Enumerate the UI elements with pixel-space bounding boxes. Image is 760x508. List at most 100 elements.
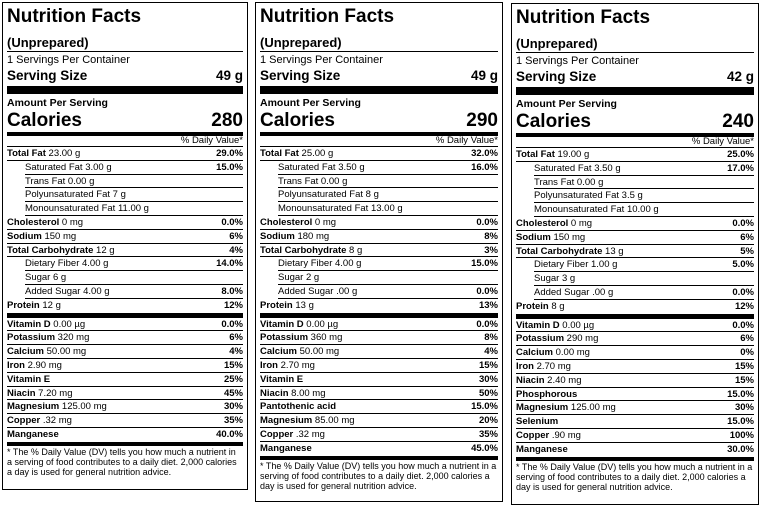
nutrient-name: Saturated Fat [534, 162, 592, 174]
nutrient-row: Calcium 0.00 mg 0% [516, 346, 754, 360]
nutrient-name-cell: Copper .90 mg [516, 429, 581, 442]
nutrient-name-cell: Calcium 0.00 mg [516, 346, 590, 359]
nutrient-name-cell: Vitamin D 0.00 µg [260, 318, 338, 331]
nutrient-name: Manganese [260, 442, 312, 454]
daily-value-percent: 50% [478, 387, 498, 399]
nutrient-name: Selenium [516, 416, 559, 428]
daily-value-percent: 35% [478, 428, 498, 440]
daily-value-percent: 30.0% [727, 443, 754, 455]
daily-value-percent: 0.0% [476, 318, 498, 330]
nutrient-name: Protein [7, 299, 40, 311]
nutrient-row: Total Carbohydrate 13 g 5% [516, 245, 754, 259]
nutrition-facts-label: Nutrition Facts (Unprepared) 1 Servings Pe… [511, 3, 759, 505]
nutrient-row: Iron 2.90 mg 15% [7, 359, 243, 373]
nutrient-amount: 12 g [93, 244, 115, 256]
nutrient-amount: 0.00 g [318, 175, 348, 187]
nutrient-name-cell: Protein 12 g [7, 299, 61, 313]
nutrient-amount: 13.00 g [368, 203, 403, 215]
nutrient-row: Phosphorous 15.0% [516, 388, 754, 402]
nutrient-name-cell: Selenium [516, 415, 558, 428]
daily-value-percent: 5.0% [732, 259, 754, 271]
nutrient-name-cell: Niacin 8.00 mg [260, 387, 325, 400]
nutrient-name: Dietary Fiber [534, 259, 589, 271]
daily-value-percent: 6% [740, 333, 754, 345]
nutrient-amount: 320 mg [55, 332, 90, 344]
nutrient-name-cell: Potassium 290 mg [516, 332, 598, 345]
nutrient-amount: 4.00 g [332, 258, 362, 270]
calories-value: 240 [722, 111, 754, 132]
nutrient-amount: 125.00 mg [59, 401, 107, 413]
nutrient-row: Manganese 30.0% [516, 443, 754, 457]
nutrient-name: Monounsaturated Fat [25, 203, 116, 215]
daily-value-header: % Daily Value* [7, 136, 243, 147]
daily-value-percent: 0.0% [221, 318, 243, 330]
nutrient-name: Monounsaturated Fat [278, 203, 369, 215]
nutrient-amount: 7.20 mg [35, 387, 73, 399]
nutrient-name: Polyunsaturated Fat [278, 189, 364, 201]
nutrient-name-cell: Total Fat 25.00 g [260, 147, 333, 160]
nutrient-row: Monounsaturated Fat 13.00 g [278, 202, 498, 216]
daily-value-percent: 14.0% [216, 258, 243, 270]
nutrient-name: Sodium [7, 230, 42, 242]
nutrient-row: Total Carbohydrate 8 g 3% [260, 244, 498, 258]
daily-value-footnote: * The % Daily Value (DV) tells you how m… [516, 456, 754, 493]
nutrient-name-cell: Vitamin D 0.00 µg [7, 318, 85, 331]
nutrient-amount: 10.00 g [624, 204, 659, 216]
daily-value-percent: 15% [478, 359, 498, 371]
nutrient-name: Cholesterol [516, 217, 569, 229]
nutrient-row: Potassium 360 mg 8% [260, 331, 498, 346]
calories-row: Calories 290 [260, 108, 498, 136]
daily-value-percent: 6% [229, 332, 243, 344]
nutrient-amount: 0.00 g [65, 175, 95, 187]
nutrient-name-cell: Sugar 6 g [25, 271, 66, 284]
nutrient-name: Trans Fat [534, 176, 575, 188]
nutrient-name: Iron [260, 359, 278, 371]
daily-value-header: % Daily Value* [260, 136, 498, 147]
nutrient-name-cell: Added Sugar 4.00 g [25, 285, 110, 298]
daily-value-percent: 4% [229, 346, 243, 358]
nutrient-amount: 12 g [39, 299, 61, 311]
nutrient-name: Iron [7, 359, 25, 371]
nutrient-amount: 8 g [346, 244, 363, 256]
nutrient-name: Added Sugar [534, 286, 590, 298]
nutrient-amount: 13 g [292, 299, 314, 311]
nutrient-row: Pantothenic acid 15.0% [260, 400, 498, 415]
nutrient-row: Cholesterol 0 mg 0.0% [260, 216, 498, 230]
nutrient-amount: 8.00 mg [288, 387, 326, 399]
calories-label: Calories [7, 110, 82, 131]
nutrient-row: Magnesium 125.00 mg 30% [7, 400, 243, 415]
nutrient-name-cell: Manganese [260, 442, 312, 456]
nutrient-name-cell: Cholesterol 0 mg [516, 217, 592, 230]
nutrient-row: Calcium 50.00 mg 4% [7, 345, 243, 359]
nutrient-amount: 0 mg [312, 216, 337, 228]
amount-per-serving: Amount Per Serving [516, 98, 617, 110]
nutrient-name-cell: Protein 13 g [260, 299, 314, 313]
nutrient-row: Dietary Fiber 4.00 g 14.0% [25, 257, 243, 272]
amount-per-serving: Amount Per Serving [260, 97, 361, 109]
nutrient-name-cell: Vitamin E [7, 373, 50, 386]
nutrient-name: Vitamin E [260, 373, 304, 385]
medium-divider [516, 313, 754, 319]
preparation-note: (Unprepared) [260, 31, 498, 52]
nutrient-amount: 25.00 g [298, 148, 334, 159]
nutrient-amount: 0 mg [568, 217, 593, 229]
daily-value-percent: 15% [223, 359, 243, 371]
calories-value: 280 [211, 110, 243, 131]
daily-value-percent: 0.0% [221, 216, 243, 228]
nutrient-amount: 2.70 mg [277, 359, 315, 371]
nutrient-name-cell: Cholesterol 0 mg [260, 216, 336, 229]
nutrient-row: Niacin 7.20 mg 45% [7, 387, 243, 401]
nutrient-name-cell: Polyunsaturated Fat 8 g [278, 188, 379, 201]
nutrient-row: Copper .32 mg 35% [7, 414, 243, 428]
nutrient-row: Saturated Fat 3.50 g 16.0% [278, 161, 498, 175]
nutrient-name: Trans Fat [25, 175, 66, 187]
nutrient-name: Saturated Fat [278, 161, 336, 173]
daily-value-percent: 4% [484, 346, 498, 358]
nutrient-name-cell: Iron 2.90 mg [7, 359, 62, 372]
daily-value-percent: 45.0% [471, 442, 498, 454]
daily-value-percent: 15.0% [727, 416, 754, 428]
nutrient-name-cell: Saturated Fat 3.00 g [25, 161, 112, 174]
calories-label: Calories [260, 110, 335, 131]
nutrient-name: Vitamin D [260, 318, 304, 330]
daily-value-percent: 8.0% [221, 285, 243, 297]
